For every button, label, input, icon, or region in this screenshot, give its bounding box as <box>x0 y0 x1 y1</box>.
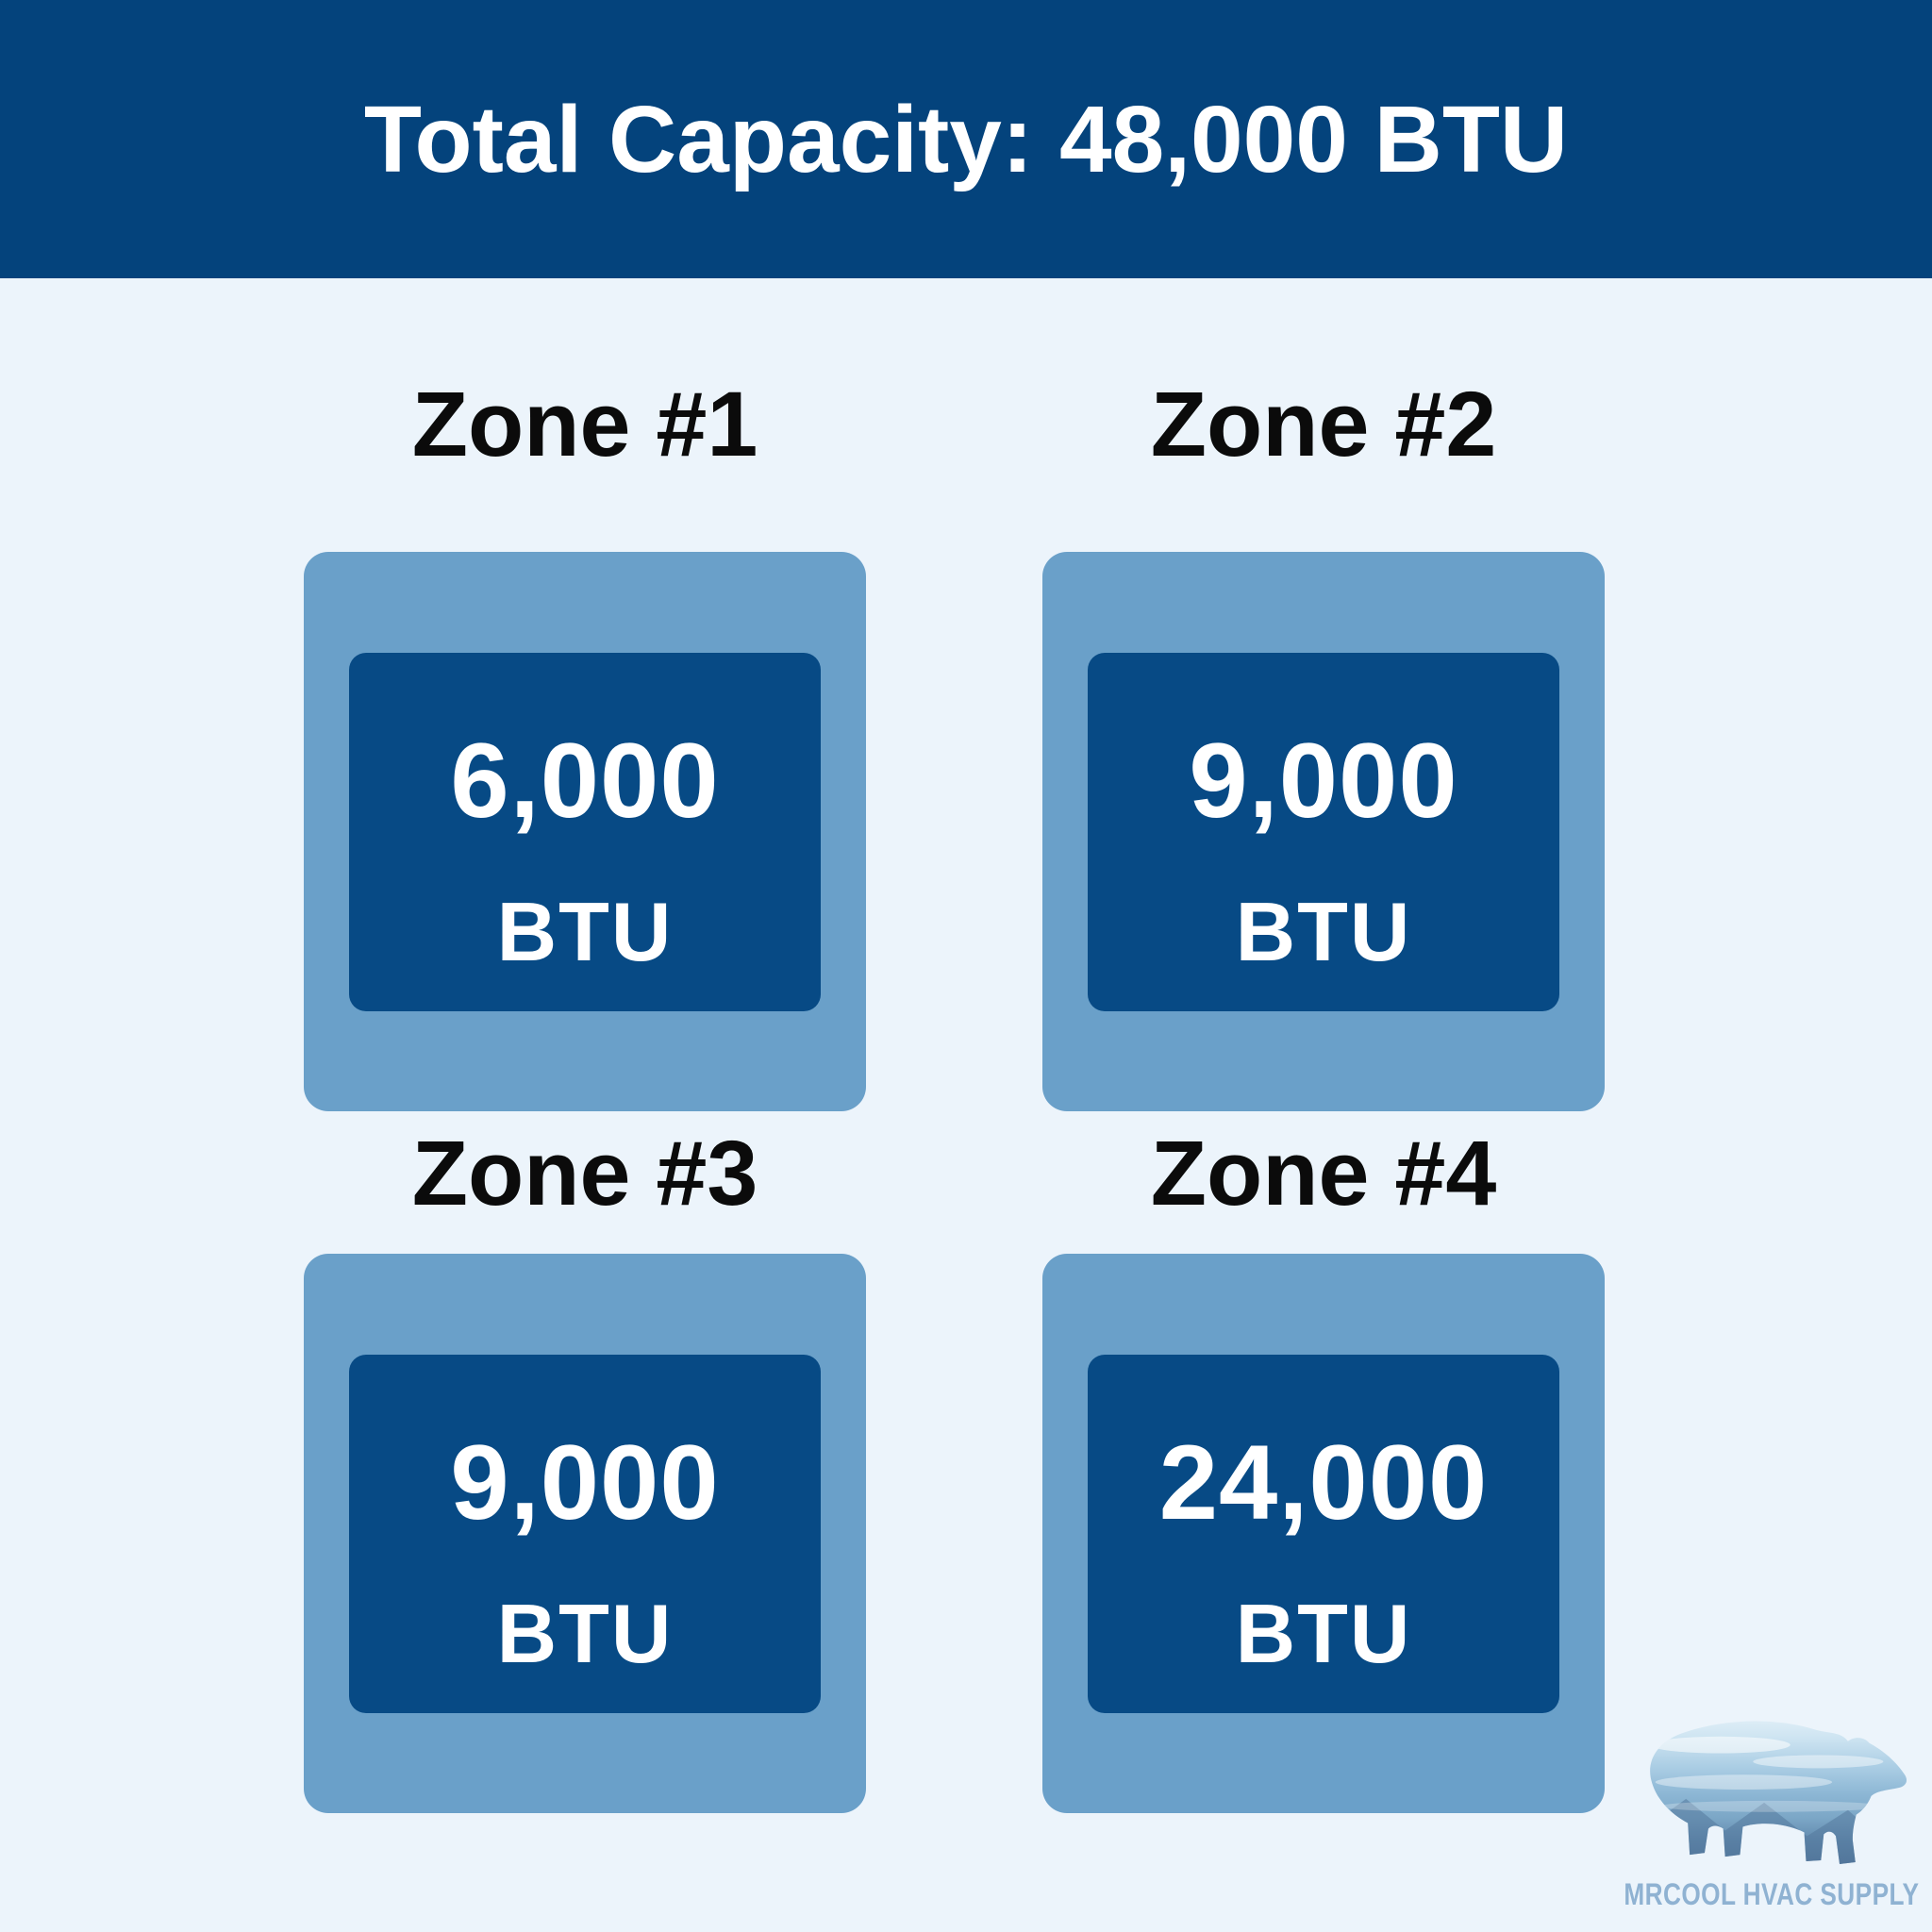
zone-4-card: 24,000 BTU <box>1042 1254 1605 1813</box>
zone-3-value: 9,000 <box>450 1424 720 1541</box>
zone-1-capacity-panel: 6,000 BTU <box>349 653 821 1011</box>
zone-4-value: 24,000 <box>1158 1424 1489 1541</box>
zone-4-capacity-panel: 24,000 BTU <box>1088 1355 1559 1713</box>
zone-4-label: Zone #4 <box>1150 1122 1497 1224</box>
zone-4-unit: BTU <box>1235 1587 1412 1680</box>
zone-1-unit: BTU <box>496 885 674 978</box>
header-banner: Total Capacity: 48,000 BTU <box>0 0 1932 278</box>
zone-1-value: 6,000 <box>450 722 720 840</box>
brand-name: MRCOOL HVAC SUPPLY <box>1624 1877 1920 1911</box>
zone-2-value: 9,000 <box>1189 722 1458 840</box>
zone-2-capacity-panel: 9,000 BTU <box>1088 653 1559 1011</box>
zone-2-card: 9,000 BTU <box>1042 552 1605 1111</box>
total-capacity-title: Total Capacity: 48,000 BTU <box>363 86 1569 192</box>
zone-2-label: Zone #2 <box>1150 373 1497 475</box>
zone-2-unit: BTU <box>1235 885 1412 978</box>
zone-3-unit: BTU <box>496 1587 674 1680</box>
polar-bear-icon <box>1650 1721 1907 1864</box>
zone-3-card: 9,000 BTU <box>304 1254 866 1813</box>
zone-3-capacity-panel: 9,000 BTU <box>349 1355 821 1713</box>
zone-1-card: 6,000 BTU <box>304 552 866 1111</box>
brand-logo: MRCOOL HVAC SUPPLY <box>1624 1706 1919 1912</box>
zone-3-label: Zone #3 <box>411 1122 758 1224</box>
zone-1-label: Zone #1 <box>411 373 758 475</box>
